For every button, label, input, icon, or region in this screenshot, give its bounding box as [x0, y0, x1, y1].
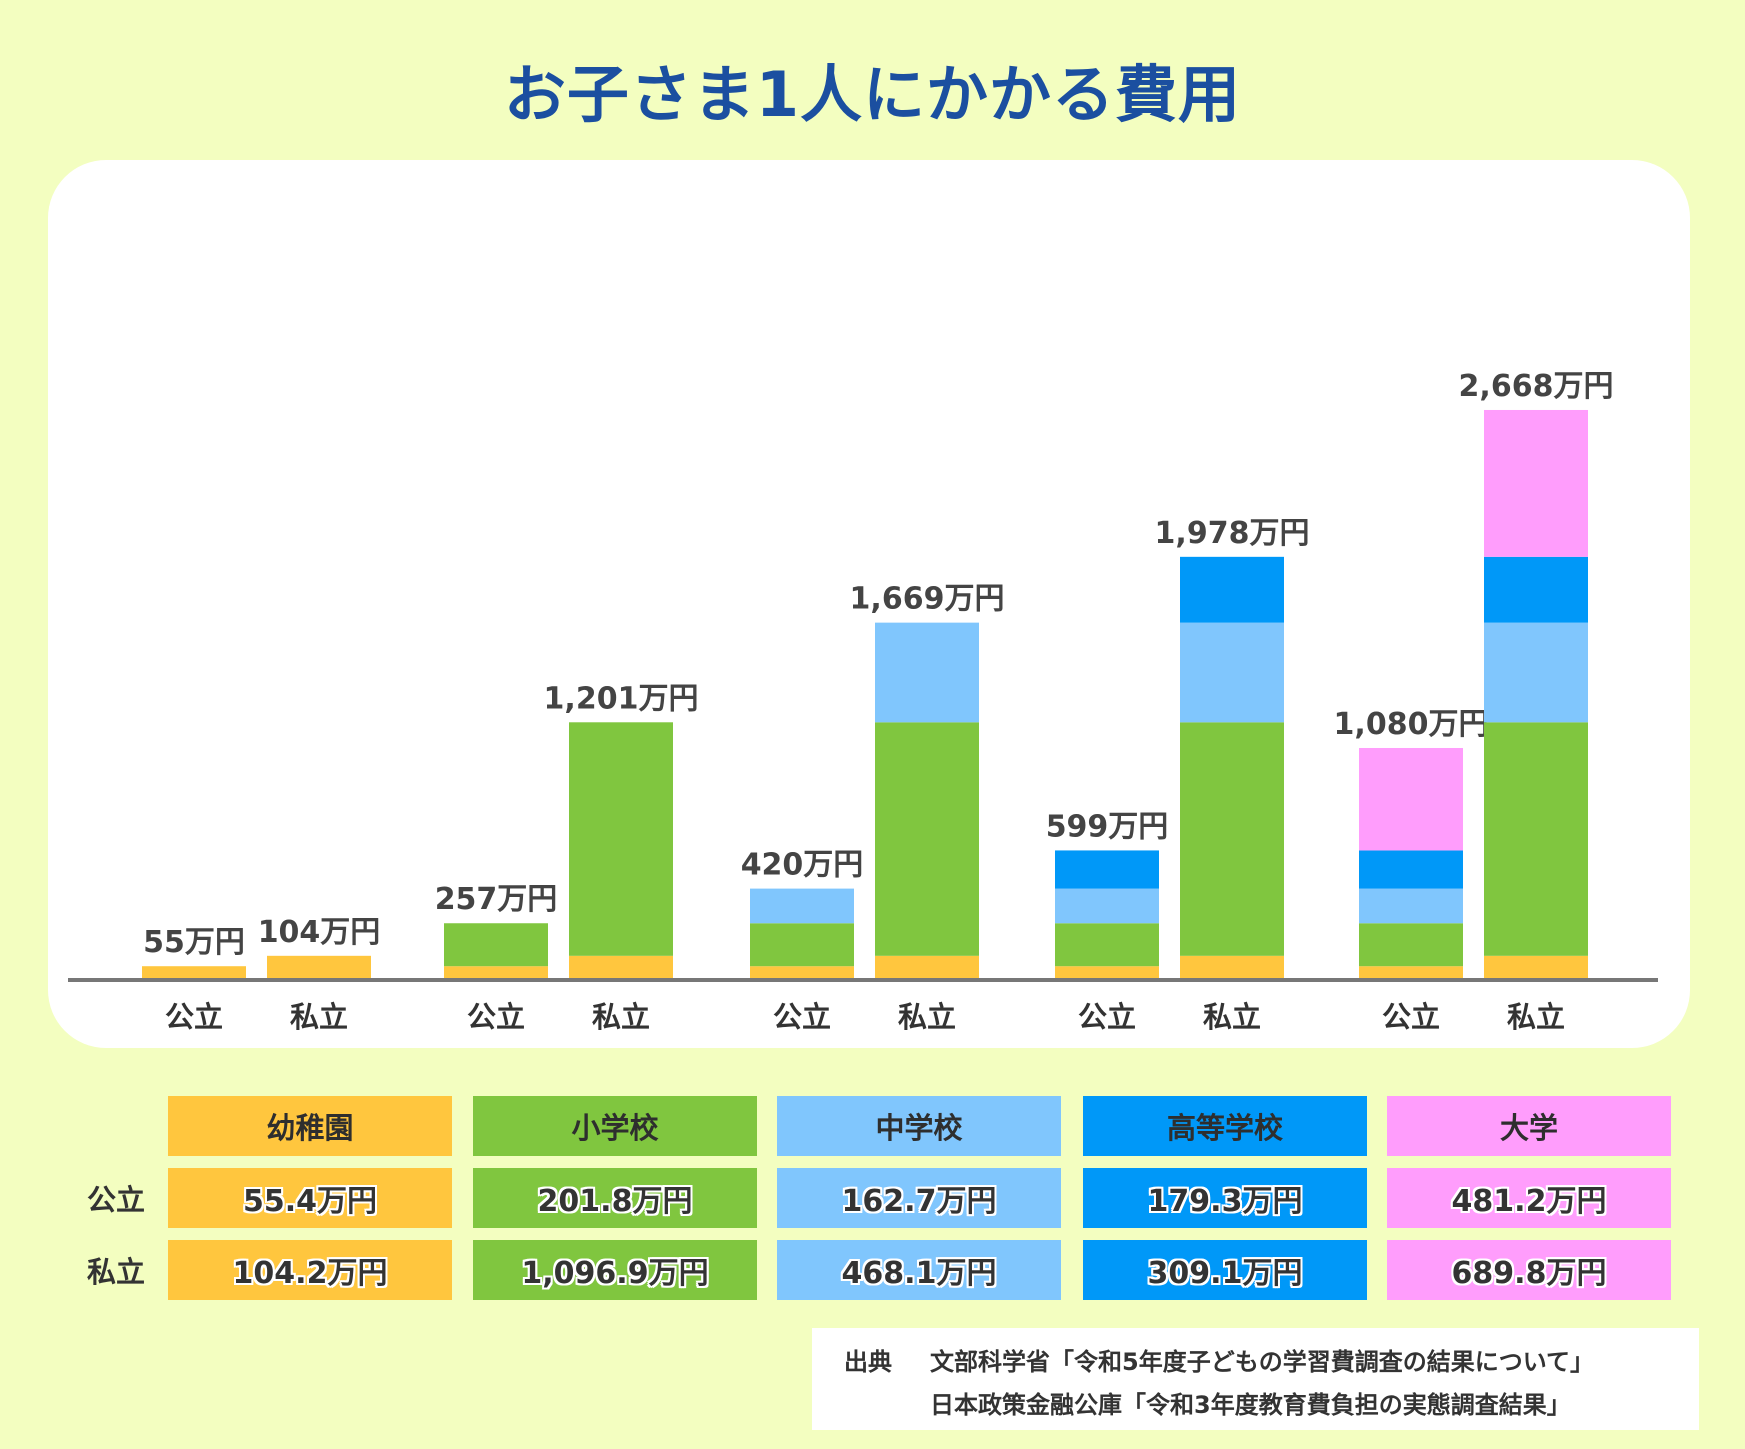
stacked-bar-chart: 55万円公立104万円私立257万円公立1,201万円私立420万円公立1,66…	[68, 369, 1658, 1034]
header-cell-university: 大学	[1387, 1096, 1671, 1156]
public-elementary-cost: 201.8万円	[473, 1168, 757, 1228]
bar-private-group3-elementary-segment	[875, 722, 979, 956]
x-tick-label: 私立	[898, 1000, 956, 1034]
x-tick-label: 公立	[1078, 1000, 1136, 1034]
bar-public-group2-elementary-segment	[444, 923, 548, 967]
private-high-school-cost: 309.1万円	[1083, 1240, 1367, 1300]
bar-private-group5-elementary-segment	[1484, 722, 1588, 956]
x-tick-label: 私立	[592, 1000, 650, 1034]
chart-panel: 55万円 公立 104万円 私立 257万円 公立 1,201万円 私立 420万円 公立 1,66…	[48, 160, 1690, 1048]
bar-total-label: 420万円	[741, 848, 864, 883]
bar-private-group1-kindergarten-segment	[267, 955, 371, 978]
row-label-private: 私立	[86, 1255, 145, 1289]
x-tick-label: 公立	[165, 1000, 223, 1034]
bar-public-group4-high-school-segment	[1055, 850, 1159, 889]
source-citation: 出典 文部科学省「令和5年度子どもの学習費調査の結果について」 日本政策金融公庫…	[812, 1328, 1699, 1430]
bar-private-group5-kindergarten-segment	[1484, 955, 1588, 978]
bar-public-group5-university-segment	[1359, 747, 1463, 851]
bar-total-label: 55万円	[143, 925, 245, 960]
x-tick-label: 私立	[290, 1000, 348, 1034]
bar-total-label: 257万円	[435, 882, 558, 917]
bar-total-label: 1,669万円	[850, 582, 1005, 617]
header-cell-kindergarten: 幼稚園	[168, 1096, 452, 1156]
x-tick-label: 私立	[1507, 1000, 1565, 1034]
bar-public-group4-elementary-segment	[1055, 923, 1159, 967]
x-tick-label: 公立	[773, 1000, 831, 1034]
header-cell-high-school: 高等学校	[1083, 1096, 1367, 1156]
header-cell-junior-high: 中学校	[777, 1096, 1061, 1156]
bar-public-group4-kindergarten-segment	[1055, 966, 1159, 978]
bar-public-group2-kindergarten-segment	[444, 966, 548, 978]
bar-total-label: 2,668万円	[1459, 369, 1614, 404]
source-line-2: 日本政策金融公庫「令和3年度教育費負担の実態調査結果」	[930, 1391, 1571, 1419]
bar-total-label: 1,978万円	[1155, 516, 1310, 551]
bar-private-group3-junior-high-segment	[875, 622, 979, 723]
private-junior-high-cost: 468.1万円	[777, 1240, 1061, 1300]
bar-private-group2-elementary-segment	[569, 722, 673, 956]
bar-private-group2-kindergarten-segment	[569, 955, 673, 978]
bar-public-group3-kindergarten-segment	[750, 966, 854, 978]
public-high-school-cost: 179.3万円	[1083, 1168, 1367, 1228]
bar-public-group3-junior-high-segment	[750, 888, 854, 924]
bar-total-label: 599万円	[1046, 809, 1169, 844]
x-tick-label: 公立	[1382, 1000, 1440, 1034]
x-tick-label: 私立	[1203, 1000, 1261, 1034]
source-line-1: 文部科学省「令和5年度子どもの学習費調査の結果について」	[930, 1348, 1594, 1376]
x-tick-label: 公立	[467, 1000, 525, 1034]
page-title: お子さま1人にかかる費用	[503, 58, 1242, 131]
bar-public-group4-junior-high-segment	[1055, 888, 1159, 924]
bar-private-group4-elementary-segment	[1180, 722, 1284, 956]
private-university-cost: 689.8万円	[1387, 1240, 1671, 1300]
bar-private-group4-junior-high-segment	[1180, 622, 1284, 723]
source-label: 出典	[844, 1348, 892, 1376]
bar-public-group5-elementary-segment	[1359, 923, 1463, 967]
row-label-public: 公立	[86, 1183, 145, 1217]
bar-total-label: 104万円	[258, 915, 381, 950]
bar-total-label: 1,201万円	[544, 681, 699, 716]
public-university-cost: 481.2万円	[1387, 1168, 1671, 1228]
bar-public-group5-kindergarten-segment	[1359, 966, 1463, 978]
bar-public-group5-high-school-segment	[1359, 850, 1463, 889]
bar-public-group3-elementary-segment	[750, 923, 854, 967]
bar-total-label: 1,080万円	[1334, 707, 1489, 742]
private-kindergarten-cost: 104.2万円	[168, 1240, 452, 1300]
bar-private-group5-university-segment	[1484, 409, 1588, 557]
public-kindergarten-cost: 55.4万円	[168, 1168, 452, 1228]
breakdown-table: 幼稚園 小学校 中学校 高等学校 大学 公立 55.4万円 201.8万円 16…	[76, 1096, 1676, 1306]
bar-public-group5-junior-high-segment	[1359, 888, 1463, 924]
bar-private-group4-kindergarten-segment	[1180, 955, 1284, 978]
private-elementary-cost: 1,096.9万円	[473, 1240, 757, 1300]
header-cell-elementary: 小学校	[473, 1096, 757, 1156]
bar-public-group1-kindergarten-segment	[142, 966, 246, 978]
bar-private-group5-high-school-segment	[1484, 556, 1588, 623]
public-junior-high-cost: 162.7万円	[777, 1168, 1061, 1228]
bar-private-group3-kindergarten-segment	[875, 955, 979, 978]
bar-private-group5-junior-high-segment	[1484, 622, 1588, 723]
bar-private-group4-high-school-segment	[1180, 556, 1284, 623]
